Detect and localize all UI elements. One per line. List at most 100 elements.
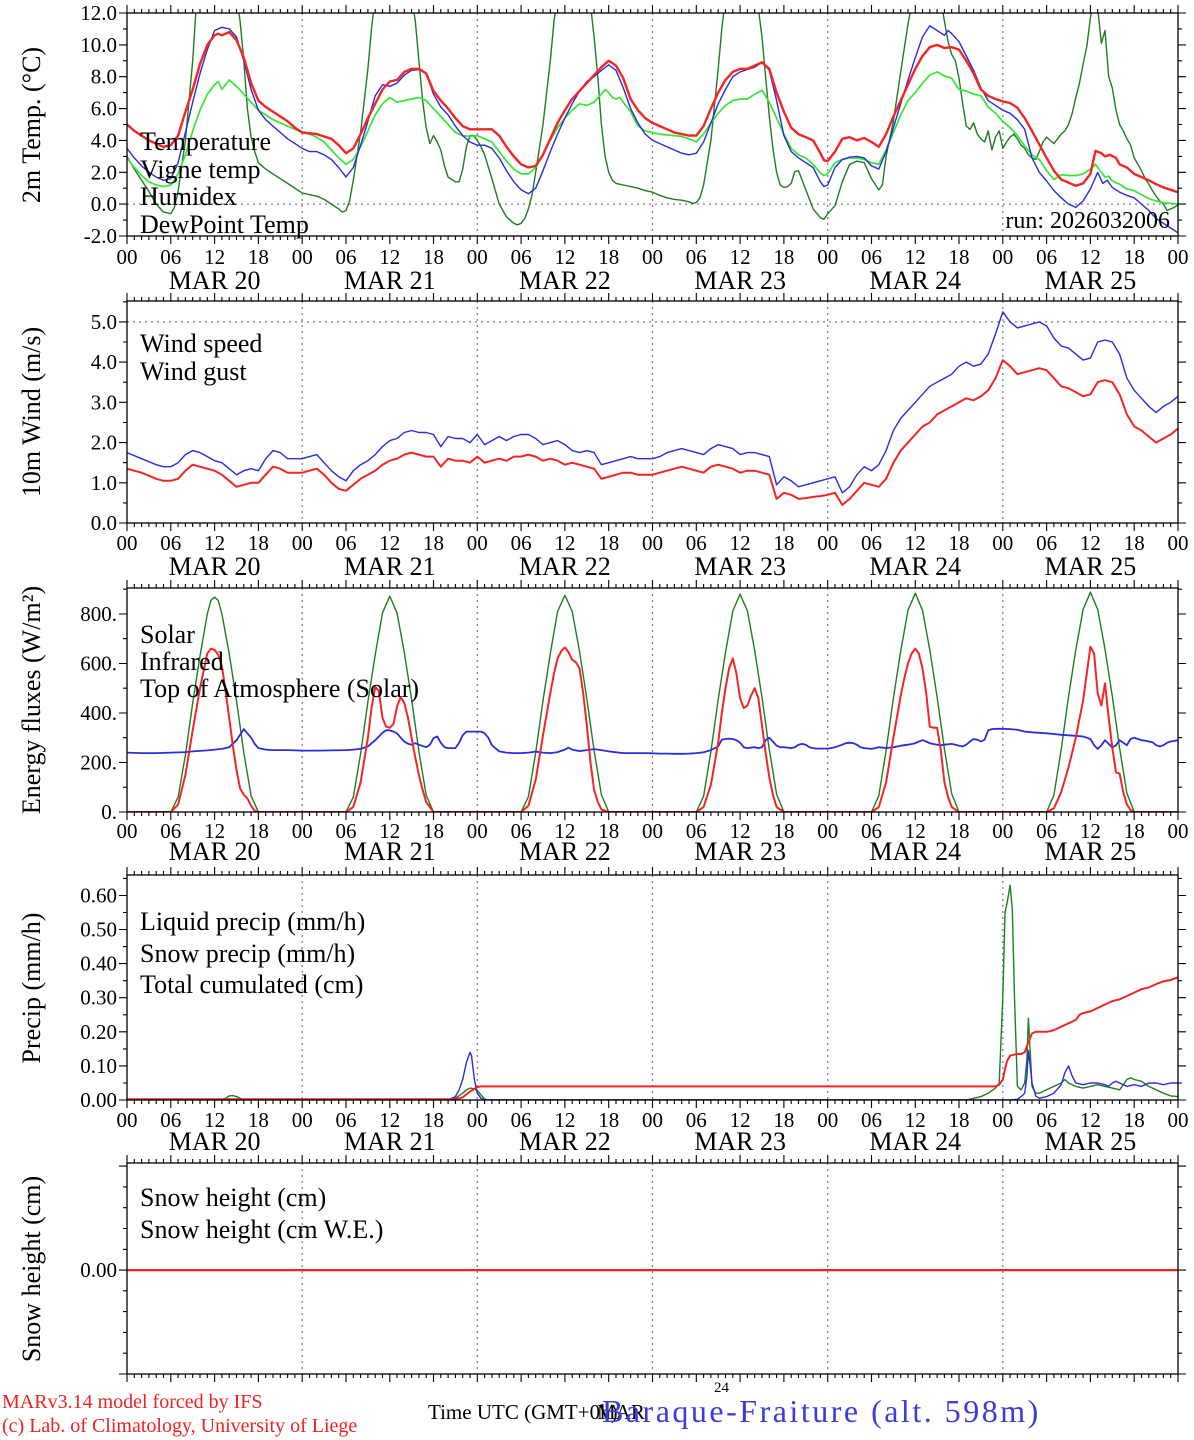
y-tick-label: 8.0 [91, 65, 117, 89]
day-label: MAR 24 [869, 266, 961, 295]
hour-tick-label: 18 [423, 245, 444, 269]
hour-tick-label: 00 [292, 245, 313, 269]
x-axis-title: Time UTC (GMT+0h) [428, 1400, 618, 1424]
hour-tick-label: 12 [379, 531, 400, 555]
series-temperature [127, 30, 1178, 194]
legend-wind-wind-gust: Wind gust [140, 357, 247, 386]
legend-precip-total-cumulated-cm: Total cumulated (cm) [140, 970, 363, 999]
hour-tick-label: 12 [905, 819, 926, 843]
hour-tick-label: 00 [992, 819, 1013, 843]
hour-tick-label: 12 [730, 1108, 751, 1132]
y-axis-title-wind: 10m Wind (m/s) [17, 327, 46, 497]
day-label: MAR 20 [169, 1127, 261, 1156]
hour-tick-label: 18 [949, 245, 970, 269]
day-label: MAR 25 [1045, 266, 1137, 295]
hour-tick-label: 00 [1168, 1108, 1189, 1132]
hour-tick-label: 18 [949, 1108, 970, 1132]
hour-tick-label: 12 [905, 531, 926, 555]
hour-tick-label: 12 [204, 531, 225, 555]
hour-tick-label: 06 [336, 1108, 357, 1132]
hour-tick-label: 00 [467, 245, 488, 269]
y-axis-title-precip: Precip (mm/h) [17, 913, 46, 1064]
hour-tick-label: 00 [817, 531, 838, 555]
hour-tick-label: 18 [773, 531, 794, 555]
day-label: MAR 21 [344, 552, 436, 581]
hour-tick-label: 12 [204, 245, 225, 269]
day-label: MAR 22 [519, 837, 611, 866]
hour-tick-label: 12 [730, 819, 751, 843]
y-tick-label: 0.30 [80, 986, 117, 1010]
series-humidex [127, 25, 1178, 234]
panel-energy: 800. 600. 400. 200. 0. Energy fluxes (W/m²) 00… [17, 580, 1189, 866]
hour-tick-label: 00 [117, 819, 138, 843]
axis-ticks [119, 1155, 1186, 1382]
legend-energy-solar: Solar [140, 620, 195, 649]
hour-tick-label: 06 [160, 1108, 181, 1132]
hour-tick-label: 18 [773, 819, 794, 843]
y-tick-label: 5.0 [91, 310, 117, 334]
day-label: MAR 25 [1045, 837, 1137, 866]
y-tick-label: 1.0 [91, 471, 117, 495]
hour-tick-label: 06 [861, 1108, 882, 1132]
hour-tick-label: 06 [686, 819, 707, 843]
hour-tick-label: 06 [1036, 1108, 1057, 1132]
station-title: Baraque-Fraiture (alt. 598m) [602, 1393, 1041, 1429]
hour-tick-label: 18 [248, 245, 269, 269]
hour-tick-label: 12 [554, 245, 575, 269]
hour-tick-label: 18 [423, 531, 444, 555]
hour-tick-label: 18 [248, 1108, 269, 1132]
hour-tick-label: 12 [1080, 819, 1101, 843]
run-label: run: 2026032006 [1005, 208, 1170, 234]
credit-model-line: MARv3.14 model forced by IFS [2, 1391, 263, 1413]
hour-tick-label: 00 [1168, 245, 1189, 269]
hour-tick-label: 00 [117, 531, 138, 555]
series-vigne-temp [127, 13, 1178, 226]
y-tick-label: 0.60 [80, 884, 117, 908]
hour-tick-label: 18 [949, 819, 970, 843]
day-label: MAR 21 [344, 1127, 436, 1156]
axis-ticks [119, 5, 1186, 244]
hour-tick-label: 12 [905, 245, 926, 269]
y-tick-label: 0.0 [91, 192, 117, 216]
hour-tick-label: 00 [292, 1108, 313, 1132]
series-infrared [127, 727, 1178, 755]
hour-tick-label: 18 [248, 819, 269, 843]
hour-tick-label: 00 [1168, 531, 1189, 555]
day-label: MAR 22 [519, 266, 611, 295]
hour-tick-label: 06 [1036, 819, 1057, 843]
hour-tick-label: 06 [686, 531, 707, 555]
hour-tick-label: 12 [730, 245, 751, 269]
hour-tick-label: 18 [949, 531, 970, 555]
legend-precip-snow-precip-mm-h: Snow precip (mm/h) [140, 939, 355, 968]
hour-tick-label: 12 [905, 1108, 926, 1132]
hour-tick-label: 00 [467, 531, 488, 555]
hour-tick-label: 06 [160, 245, 181, 269]
legend-precip-liquid-precip-mm-h: Liquid precip (mm/h) [140, 907, 365, 936]
y-tick-label: 0.0 [91, 511, 117, 535]
hour-tick-label: 00 [467, 1108, 488, 1132]
panel-snow: 0.00 Snow height (cm) Snow height (cm) Snow… [17, 1155, 1186, 1382]
hour-tick-label: 06 [160, 531, 181, 555]
legend-temp-humidex: Humidex [140, 182, 237, 211]
day-label: MAR 20 [169, 266, 261, 295]
series-top-of-atmosphere [127, 591, 1178, 812]
hour-tick-label: 18 [598, 531, 619, 555]
hour-tick-label: 00 [642, 245, 663, 269]
hour-tick-label: 06 [861, 245, 882, 269]
hour-tick-label: 12 [379, 1108, 400, 1132]
y-tick-label: -2.0 [84, 224, 117, 248]
hour-tick-label: 18 [1124, 531, 1145, 555]
hour-tick-label: 00 [992, 531, 1013, 555]
legend-energy-top-of-atmosphere-solar: Top of Atmosphere (Solar) [140, 674, 419, 703]
day-label: MAR 25 [1045, 1127, 1137, 1156]
legend-temp-vigne-temp: Vigne temp [140, 155, 260, 184]
series-snow-precip [127, 1049, 1178, 1100]
hour-tick-label: 06 [686, 1108, 707, 1132]
y-axis-title-snow: Snow height (cm) [17, 1176, 46, 1362]
hour-tick-label: 18 [598, 1108, 619, 1132]
hour-tick-label: 00 [642, 819, 663, 843]
day-label: MAR 23 [694, 552, 786, 581]
hour-tick-label: 06 [336, 245, 357, 269]
day-label: MAR 24 [869, 1127, 961, 1156]
hour-tick-label: 12 [554, 1108, 575, 1132]
